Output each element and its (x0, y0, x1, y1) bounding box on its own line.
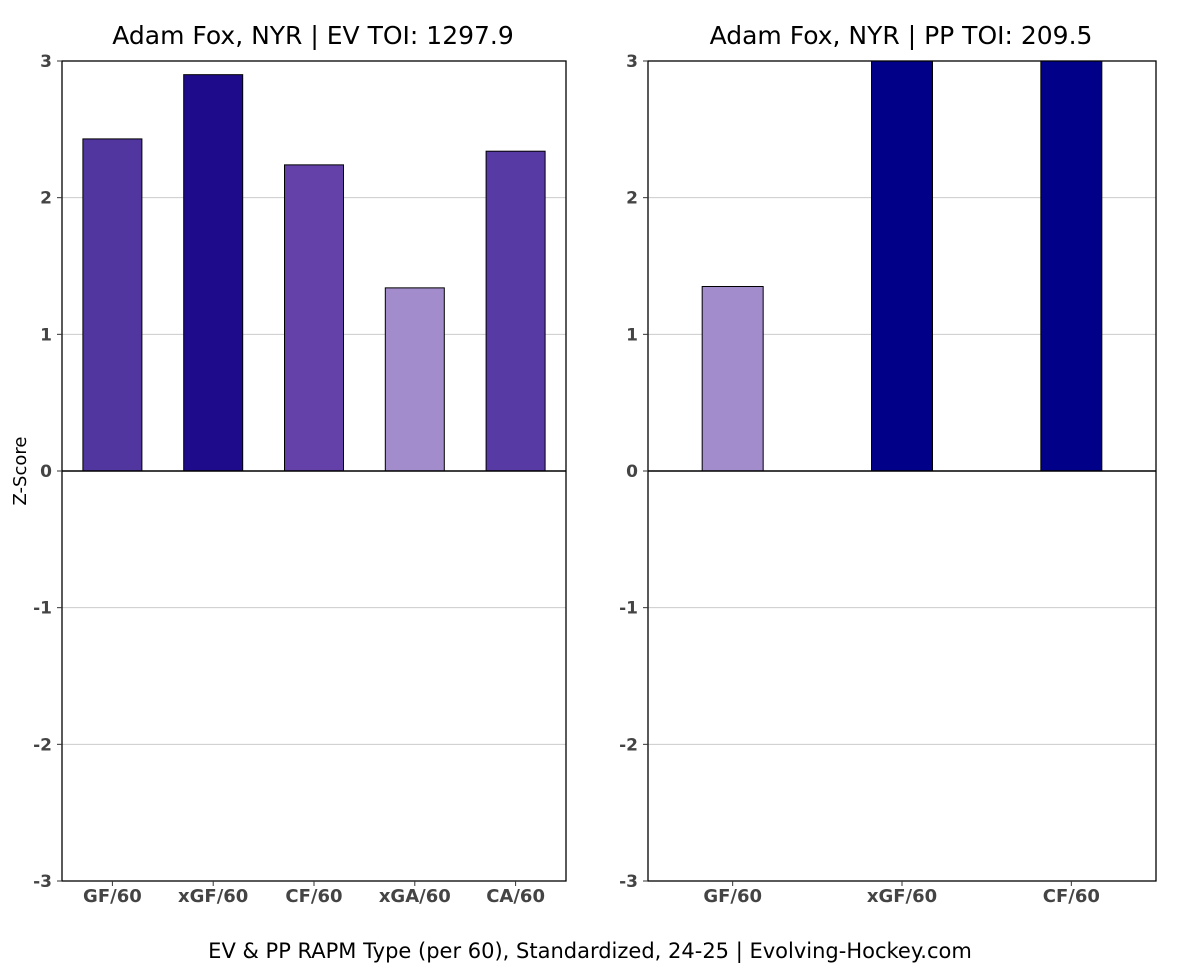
panel-2-bar-gf-60 (701, 286, 764, 472)
panel-1-bar-xgf-60 (183, 74, 244, 472)
panel-2-x-tick-label: xGF/60 (867, 886, 937, 907)
panel-1-y-tick-label: 2 (40, 189, 52, 209)
panel-2-x-tick-label: CF/60 (1043, 886, 1100, 907)
panel-2-x-tick-label: GF/60 (703, 886, 762, 907)
panel-1-title: Adam Fox, NYR | EV TOI: 1297.9 (112, 21, 514, 50)
panel-2-y-tick-label: -2 (619, 735, 638, 755)
panel-1-y-tick-label: 0 (40, 462, 52, 482)
panel-1-y-tick-label: -1 (33, 599, 52, 619)
panel-1-x-tick-label: xGF/60 (178, 886, 248, 907)
panel-1-x-tick-label: GF/60 (83, 886, 142, 907)
panel-2-y-tick-label: 1 (626, 325, 638, 345)
panel-1-x-tick-label: CA/60 (486, 886, 545, 907)
panel-1-bar-ca-60 (485, 150, 546, 472)
panel-1-y-tick-label: 3 (40, 52, 52, 72)
panel-2-y-tick-label: 3 (626, 52, 638, 72)
panel-1-y-tick-label: -3 (33, 872, 52, 892)
panel-1-y-tick-label: 1 (40, 325, 52, 345)
panel-1-x-tick-label: xGA/60 (379, 886, 451, 907)
panel-1-y-axis-label: Z-Score (10, 437, 31, 506)
panel-2-bar-cf-60 (1040, 60, 1103, 472)
panel-2-y-tick-label: 2 (626, 189, 638, 209)
panel-2-y-tick-label: -1 (619, 599, 638, 619)
panel-1-bar-cf-60 (284, 164, 344, 472)
panel-2-y-tick-label: -3 (619, 872, 638, 892)
panel-1-bar-gf-60 (82, 138, 143, 472)
chart-caption: EV & PP RAPM Type (per 60), Standardized… (208, 939, 972, 964)
panel-1-x-tick-label: CF/60 (285, 886, 342, 907)
panel-1-bar-xga-60 (384, 287, 445, 472)
panel-2-bar-xgf-60 (871, 60, 933, 472)
panel-2-title: Adam Fox, NYR | PP TOI: 209.5 (710, 21, 1093, 50)
panel-1-y-tick-label: -2 (33, 735, 52, 755)
panel-2-y-tick-label: 0 (626, 462, 638, 482)
